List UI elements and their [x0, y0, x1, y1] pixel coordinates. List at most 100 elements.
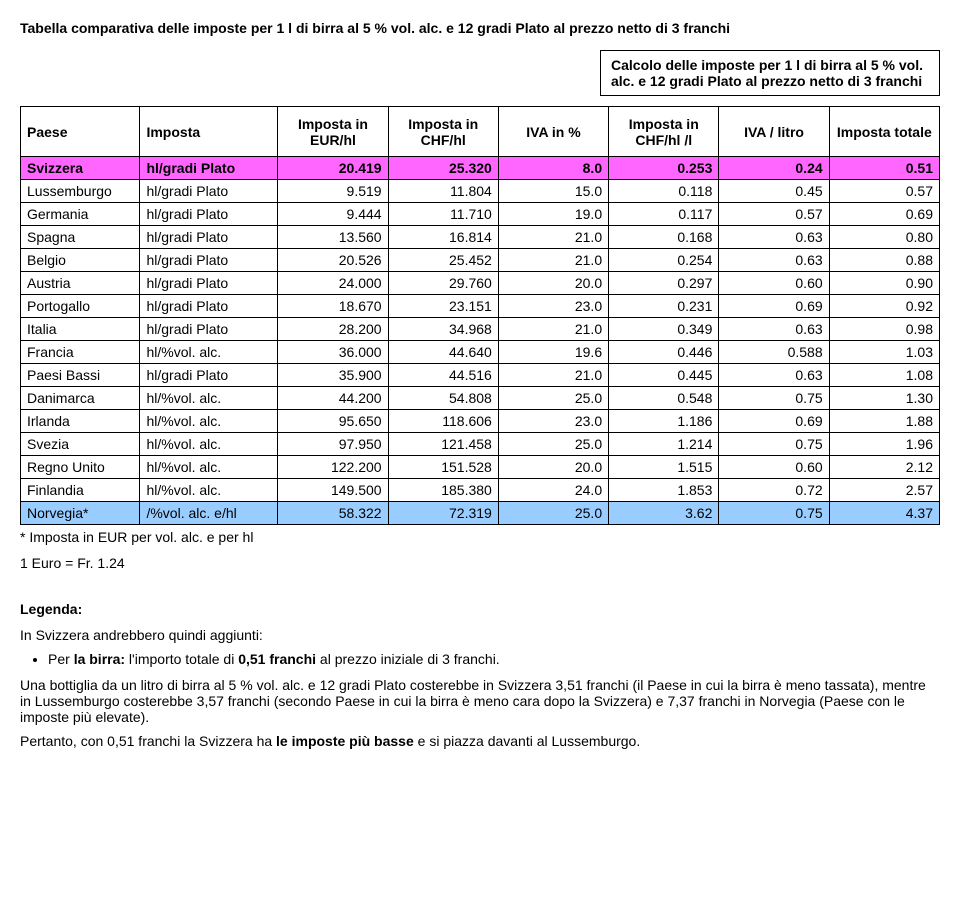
- cell-imposta: hl/%vol. alc.: [140, 410, 278, 433]
- cell-paese: Norvegia*: [21, 502, 140, 525]
- cell-value: 0.117: [609, 203, 719, 226]
- cell-imposta: hl/gradi Plato: [140, 249, 278, 272]
- cell-value: 0.45: [719, 180, 829, 203]
- cell-value: 0.231: [609, 295, 719, 318]
- cell-value: 0.253: [609, 157, 719, 180]
- cell-value: 0.75: [719, 502, 829, 525]
- table-row: Paesi Bassihl/gradi Plato35.90044.51621.…: [21, 364, 940, 387]
- cell-value: 0.63: [719, 364, 829, 387]
- cell-imposta: hl/gradi Plato: [140, 226, 278, 249]
- cell-value: 1.03: [829, 341, 939, 364]
- cell-imposta: hl/gradi Plato: [140, 157, 278, 180]
- cell-imposta: hl/gradi Plato: [140, 180, 278, 203]
- cell-value: 0.24: [719, 157, 829, 180]
- cell-value: 0.75: [719, 387, 829, 410]
- cell-value: 0.446: [609, 341, 719, 364]
- cell-value: 0.254: [609, 249, 719, 272]
- cell-value: 0.57: [829, 180, 939, 203]
- cell-value: 19.0: [498, 203, 608, 226]
- cell-value: 20.0: [498, 272, 608, 295]
- th-chfhl: Imposta in CHF/hl: [388, 107, 498, 157]
- cell-value: 1.08: [829, 364, 939, 387]
- cell-value: 122.200: [278, 456, 388, 479]
- th-totale: Imposta totale: [829, 107, 939, 157]
- cell-value: 9.444: [278, 203, 388, 226]
- cell-paese: Lussemburgo: [21, 180, 140, 203]
- cell-value: 0.90: [829, 272, 939, 295]
- cell-imposta: hl/gradi Plato: [140, 203, 278, 226]
- cell-paese: Germania: [21, 203, 140, 226]
- cell-imposta: hl/gradi Plato: [140, 318, 278, 341]
- table-row: Austriahl/gradi Plato24.00029.76020.00.2…: [21, 272, 940, 295]
- cell-value: 11.710: [388, 203, 498, 226]
- cell-value: 23.151: [388, 295, 498, 318]
- cell-value: 2.12: [829, 456, 939, 479]
- cell-value: 0.88: [829, 249, 939, 272]
- table-row: Sveziahl/%vol. alc.97.950121.45825.01.21…: [21, 433, 940, 456]
- cell-imposta: hl/%vol. alc.: [140, 433, 278, 456]
- cell-value: 185.380: [388, 479, 498, 502]
- cell-imposta: hl/gradi Plato: [140, 272, 278, 295]
- table-row: Norvegia*/%vol. alc. e/hl58.32272.31925.…: [21, 502, 940, 525]
- cell-value: 18.670: [278, 295, 388, 318]
- cell-value: 149.500: [278, 479, 388, 502]
- cell-value: 34.968: [388, 318, 498, 341]
- table-header-row: Paese Imposta Imposta in EUR/hl Imposta …: [21, 107, 940, 157]
- cell-imposta: /%vol. alc. e/hl: [140, 502, 278, 525]
- cell-imposta: hl/%vol. alc.: [140, 456, 278, 479]
- exchange-rate: 1 Euro = Fr. 1.24: [20, 555, 940, 571]
- cell-paese: Irlanda: [21, 410, 140, 433]
- cell-value: 0.60: [719, 272, 829, 295]
- cell-value: 0.63: [719, 249, 829, 272]
- cell-value: 0.445: [609, 364, 719, 387]
- cell-value: 0.80: [829, 226, 939, 249]
- cell-value: 1.214: [609, 433, 719, 456]
- cell-value: 24.000: [278, 272, 388, 295]
- cell-paese: Italia: [21, 318, 140, 341]
- table-row: Finlandiahl/%vol. alc.149.500185.38024.0…: [21, 479, 940, 502]
- cell-value: 0.118: [609, 180, 719, 203]
- cell-value: 24.0: [498, 479, 608, 502]
- cell-imposta: hl/gradi Plato: [140, 364, 278, 387]
- cell-value: 121.458: [388, 433, 498, 456]
- th-eurhl: Imposta in EUR/hl: [278, 107, 388, 157]
- cell-paese: Austria: [21, 272, 140, 295]
- cell-value: 0.63: [719, 226, 829, 249]
- cell-value: 0.548: [609, 387, 719, 410]
- cell-value: 44.200: [278, 387, 388, 410]
- calc-subtitle: Calcolo delle imposte per 1 l di birra a…: [600, 50, 940, 96]
- legend-bullet: Per la birra: l'importo totale di 0,51 f…: [48, 651, 940, 667]
- cell-value: 13.560: [278, 226, 388, 249]
- cell-value: 0.69: [719, 410, 829, 433]
- cell-paese: Svizzera: [21, 157, 140, 180]
- cell-value: 58.322: [278, 502, 388, 525]
- table-row: Svizzerahl/gradi Plato20.41925.3208.00.2…: [21, 157, 940, 180]
- table-row: Spagnahl/gradi Plato13.56016.81421.00.16…: [21, 226, 940, 249]
- cell-value: 0.72: [719, 479, 829, 502]
- cell-imposta: hl/%vol. alc.: [140, 341, 278, 364]
- cell-value: 11.804: [388, 180, 498, 203]
- legend-list: Per la birra: l'importo totale di 0,51 f…: [20, 651, 940, 667]
- cell-value: 0.588: [719, 341, 829, 364]
- table-row: Germaniahl/gradi Plato9.44411.71019.00.1…: [21, 203, 940, 226]
- cell-value: 0.75: [719, 433, 829, 456]
- cell-value: 25.0: [498, 433, 608, 456]
- cell-value: 8.0: [498, 157, 608, 180]
- cell-value: 21.0: [498, 318, 608, 341]
- table-row: Franciahl/%vol. alc.36.00044.64019.60.44…: [21, 341, 940, 364]
- legend-para1: Una bottiglia da un litro di birra al 5 …: [20, 677, 940, 725]
- cell-value: 0.92: [829, 295, 939, 318]
- cell-value: 0.60: [719, 456, 829, 479]
- cell-paese: Danimarca: [21, 387, 140, 410]
- cell-value: 23.0: [498, 410, 608, 433]
- tax-table: Paese Imposta Imposta in EUR/hl Imposta …: [20, 106, 940, 525]
- cell-value: 1.853: [609, 479, 719, 502]
- cell-value: 44.640: [388, 341, 498, 364]
- cell-value: 54.808: [388, 387, 498, 410]
- cell-imposta: hl/%vol. alc.: [140, 479, 278, 502]
- cell-paese: Spagna: [21, 226, 140, 249]
- table-row: Italiahl/gradi Plato28.20034.96821.00.34…: [21, 318, 940, 341]
- table-row: Belgiohl/gradi Plato20.52625.45221.00.25…: [21, 249, 940, 272]
- page-title: Tabella comparativa delle imposte per 1 …: [20, 20, 940, 36]
- th-paese: Paese: [21, 107, 140, 157]
